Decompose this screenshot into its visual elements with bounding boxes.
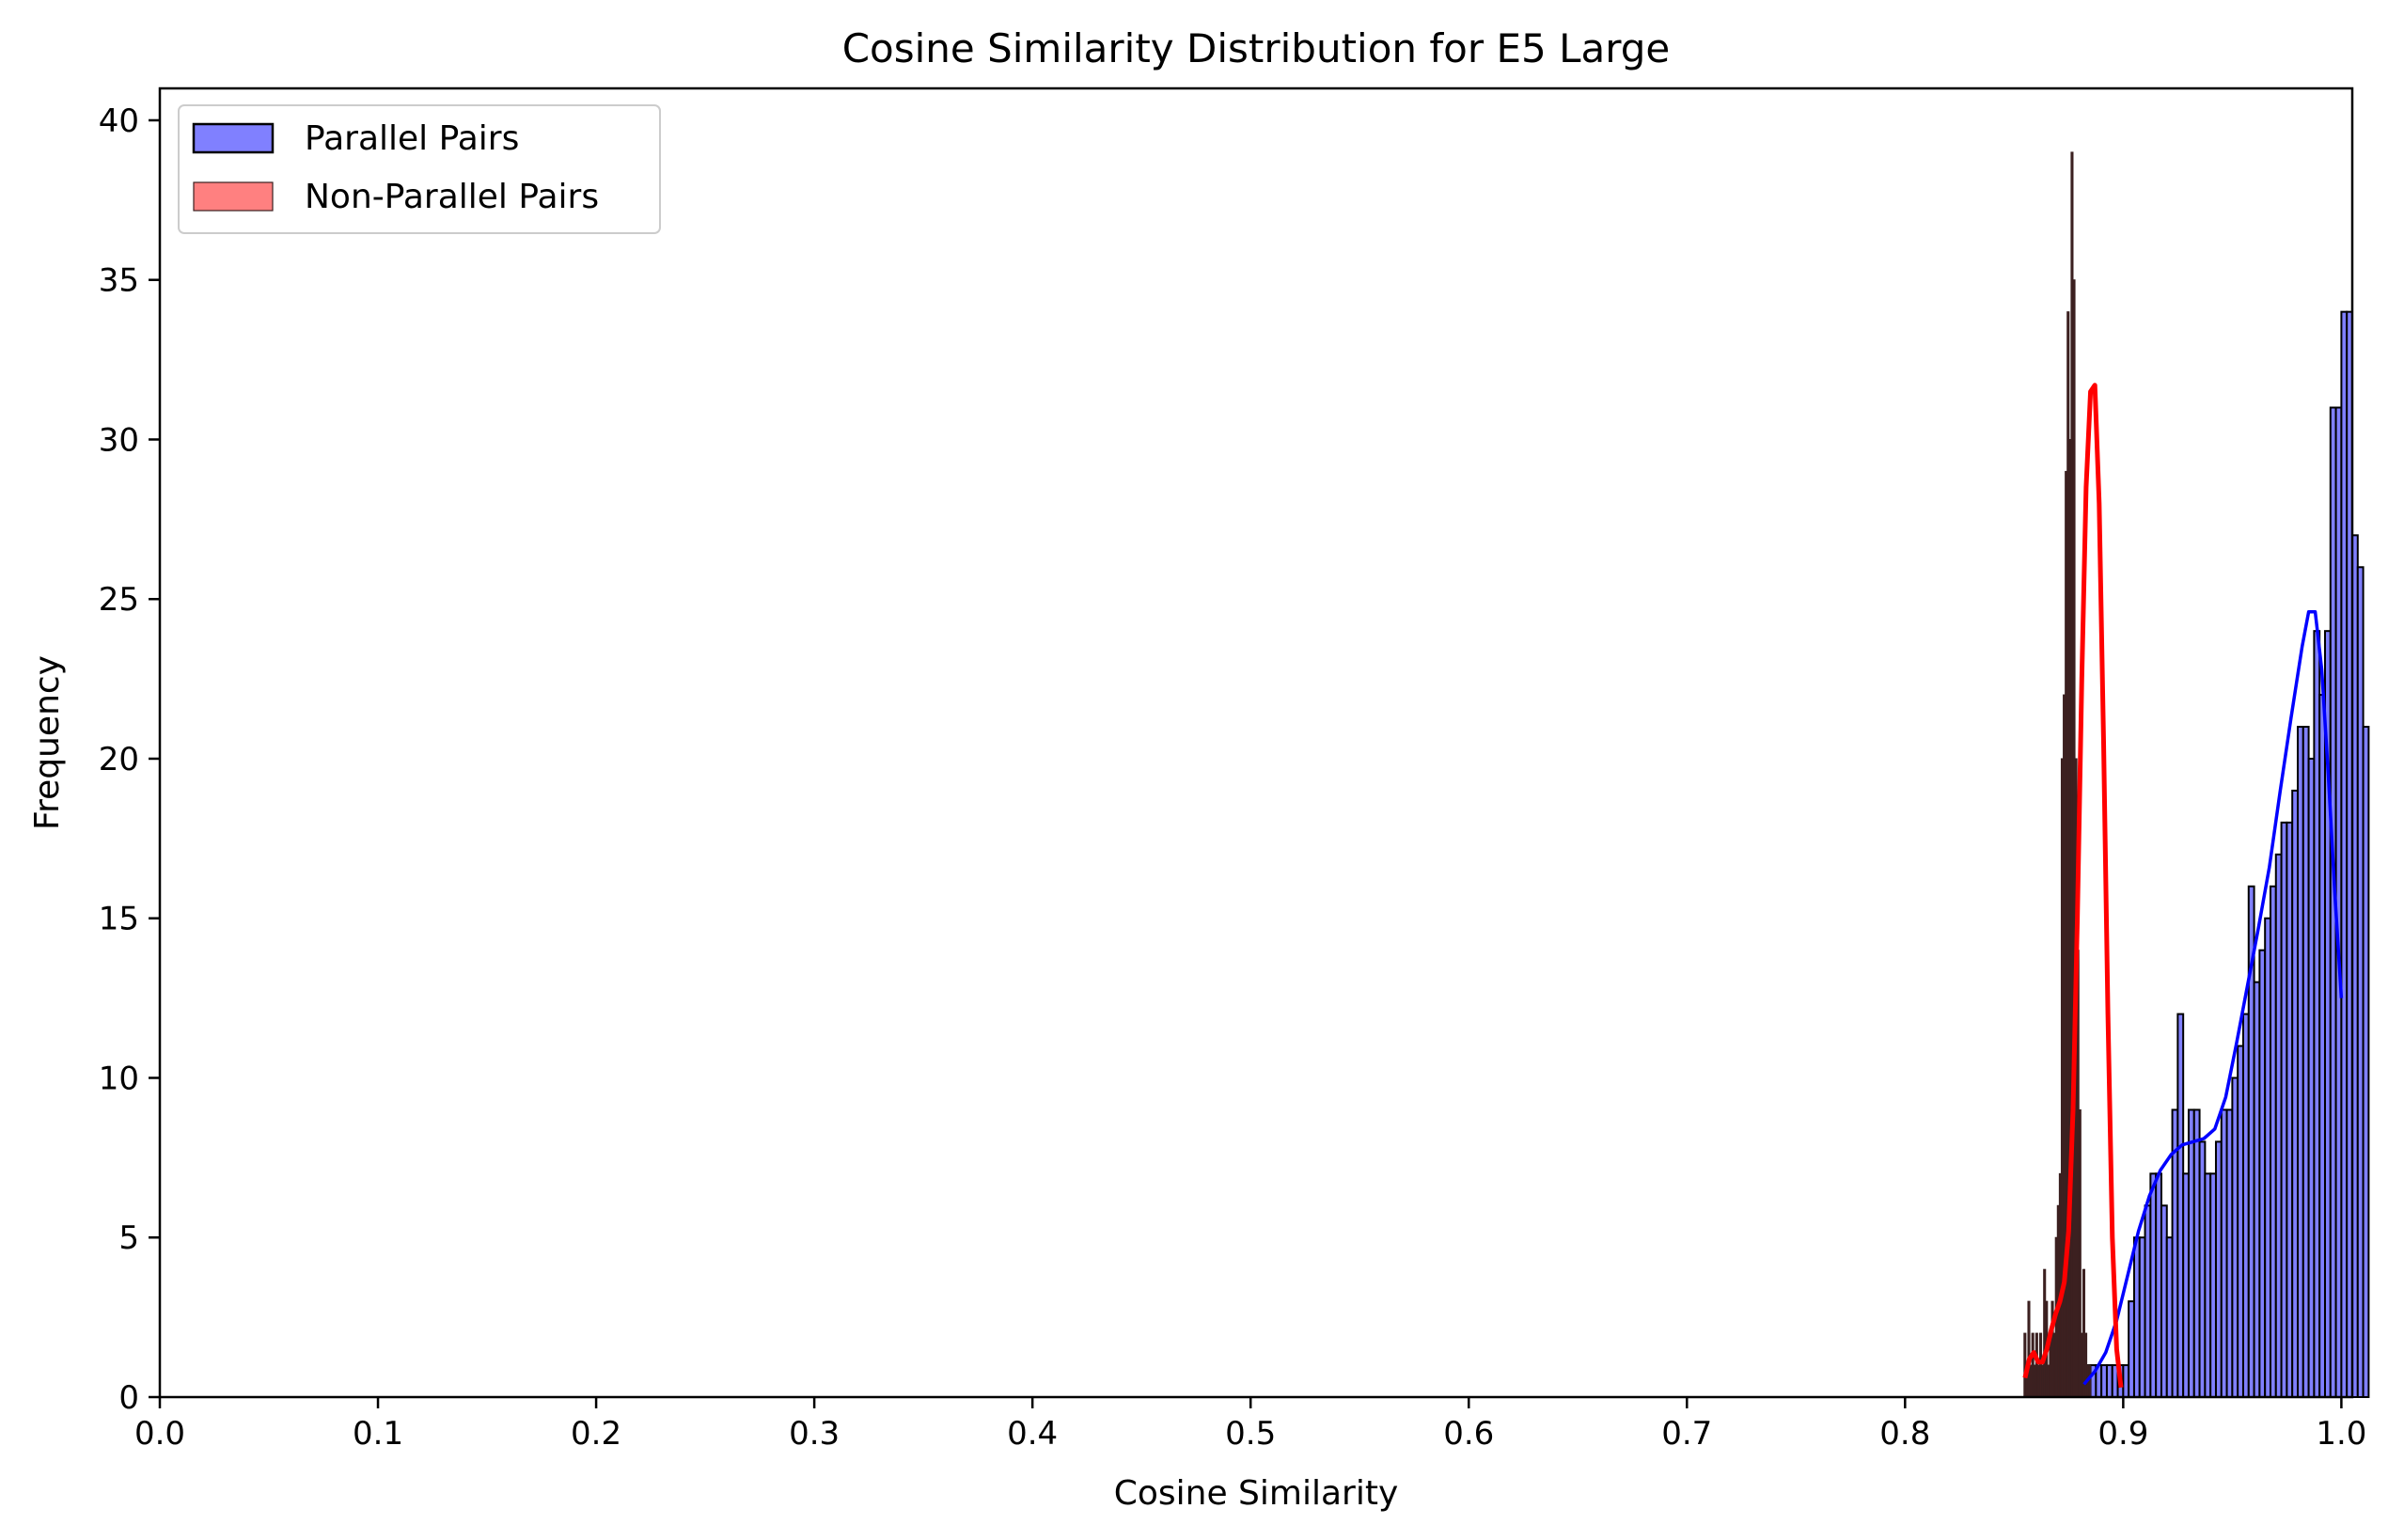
- kde-layer: [2022, 383, 2344, 1389]
- y-tick-label: 30: [99, 421, 139, 459]
- y-tick-label: 0: [118, 1379, 139, 1417]
- legend-box: [178, 104, 661, 234]
- y-tick-label: 40: [99, 102, 139, 140]
- kde-line-parallel: [2082, 610, 2344, 1386]
- y-tick-label: 5: [118, 1219, 139, 1257]
- x-tick-label: 0.6: [1443, 1415, 1494, 1453]
- legend: Parallel Pairs Non-Parallel Pairs: [178, 104, 661, 234]
- x-tick-label: 1.0: [2316, 1415, 2366, 1453]
- x-tick-label: 0.0: [134, 1415, 185, 1453]
- plot-area: [160, 88, 2352, 1397]
- x-tick-label: 0.5: [1225, 1415, 1276, 1453]
- x-tick-label: 0.4: [1007, 1415, 1058, 1453]
- legend-swatch-parallel: [192, 122, 275, 154]
- plot-frame: [158, 86, 2354, 1399]
- x-tick-label: 0.9: [2097, 1415, 2148, 1453]
- x-tick-label: 0.2: [571, 1415, 621, 1453]
- x-tick-label: 0.7: [1661, 1415, 1712, 1453]
- legend-label-non-parallel: Non-Parallel Pairs: [305, 178, 599, 216]
- chart-title: Cosine Similarity Distribution for E5 La…: [842, 25, 1671, 71]
- x-ticks: 0.0 0.1 0.2 0.3 0.4 0.5 0.6 0.7 0.8 0.9 1.0: [134, 1397, 2366, 1453]
- y-tick-label: 35: [99, 262, 139, 300]
- kde-line-non-parallel: [2022, 383, 2124, 1389]
- y-tick-label: 20: [99, 741, 139, 778]
- bar-parallel: [2362, 726, 2370, 1398]
- y-axis-label: Frequency: [28, 655, 67, 830]
- legend-swatch-non-parallel: [193, 181, 274, 212]
- x-tick-label: 0.1: [353, 1415, 403, 1453]
- y-tick-label: 15: [99, 901, 139, 938]
- bar-non-parallel: [2088, 1364, 2092, 1398]
- x-tick-label: 0.8: [1879, 1415, 1930, 1453]
- y-tick-label: 10: [99, 1060, 139, 1097]
- y-ticks: 0 5 10 15 20 25 30 35 40: [99, 102, 160, 1417]
- x-tick-label: 0.3: [789, 1415, 840, 1453]
- y-tick-label: 25: [99, 581, 139, 619]
- legend-label-parallel: Parallel Pairs: [305, 119, 519, 158]
- x-axis-label: Cosine Similarity: [1114, 1474, 1399, 1513]
